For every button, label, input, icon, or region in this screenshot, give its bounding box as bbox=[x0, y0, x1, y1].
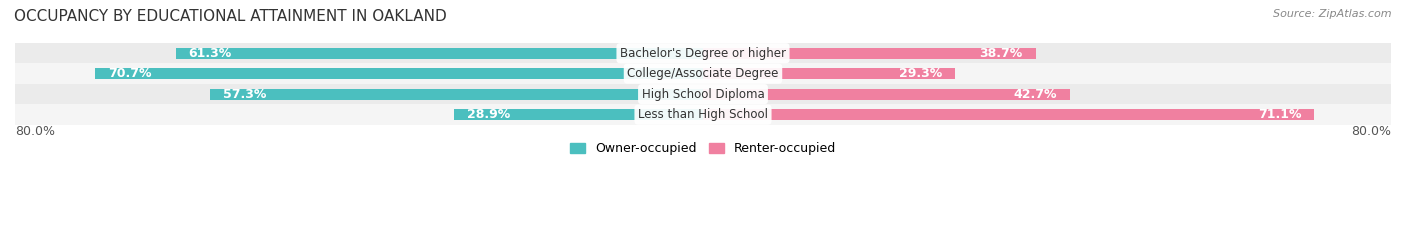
Legend: Owner-occupied, Renter-occupied: Owner-occupied, Renter-occupied bbox=[569, 143, 837, 155]
Bar bbox=[15, 84, 1391, 104]
Bar bbox=[96, 68, 703, 79]
Text: 57.3%: 57.3% bbox=[224, 88, 267, 101]
Text: 71.1%: 71.1% bbox=[1258, 108, 1302, 121]
Text: OCCUPANCY BY EDUCATIONAL ATTAINMENT IN OAKLAND: OCCUPANCY BY EDUCATIONAL ATTAINMENT IN O… bbox=[14, 9, 447, 24]
Bar bbox=[703, 68, 955, 79]
Bar bbox=[15, 63, 1391, 84]
Text: Bachelor's Degree or higher: Bachelor's Degree or higher bbox=[620, 47, 786, 60]
Text: 28.9%: 28.9% bbox=[467, 108, 510, 121]
Bar bbox=[703, 48, 1036, 59]
Text: 42.7%: 42.7% bbox=[1014, 88, 1057, 101]
Bar bbox=[454, 109, 703, 120]
Text: 29.3%: 29.3% bbox=[898, 67, 942, 80]
Text: College/Associate Degree: College/Associate Degree bbox=[627, 67, 779, 80]
Bar bbox=[703, 89, 1070, 100]
Bar bbox=[703, 109, 1315, 120]
Text: Less than High School: Less than High School bbox=[638, 108, 768, 121]
Text: High School Diploma: High School Diploma bbox=[641, 88, 765, 101]
Bar bbox=[176, 48, 703, 59]
Text: 38.7%: 38.7% bbox=[980, 47, 1024, 60]
Text: 80.0%: 80.0% bbox=[1351, 125, 1391, 138]
Bar bbox=[15, 43, 1391, 63]
Text: 80.0%: 80.0% bbox=[15, 125, 55, 138]
Bar bbox=[211, 89, 703, 100]
Bar bbox=[15, 104, 1391, 125]
Text: 61.3%: 61.3% bbox=[188, 47, 232, 60]
Text: Source: ZipAtlas.com: Source: ZipAtlas.com bbox=[1274, 9, 1392, 19]
Text: 70.7%: 70.7% bbox=[108, 67, 152, 80]
